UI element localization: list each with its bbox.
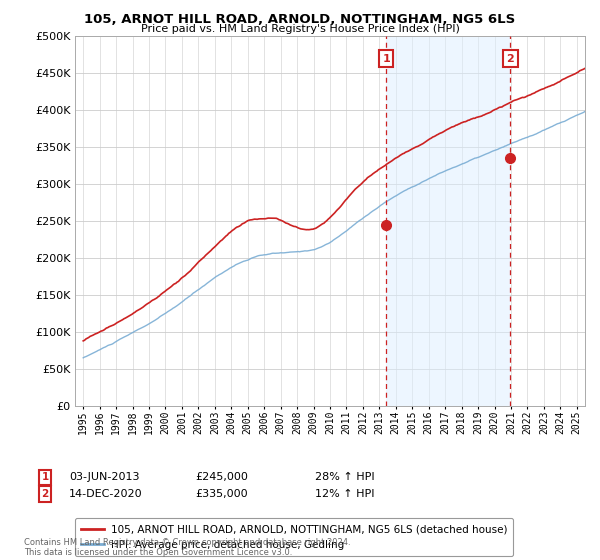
Text: £245,000: £245,000 (195, 472, 248, 482)
Text: 105, ARNOT HILL ROAD, ARNOLD, NOTTINGHAM, NG5 6LS: 105, ARNOT HILL ROAD, ARNOLD, NOTTINGHAM… (85, 13, 515, 26)
Text: Contains HM Land Registry data © Crown copyright and database right 2024.
This d: Contains HM Land Registry data © Crown c… (24, 538, 350, 557)
Text: 1: 1 (382, 54, 390, 64)
Text: 14-DEC-2020: 14-DEC-2020 (69, 489, 143, 499)
Text: Price paid vs. HM Land Registry's House Price Index (HPI): Price paid vs. HM Land Registry's House … (140, 24, 460, 34)
Text: 12% ↑ HPI: 12% ↑ HPI (315, 489, 374, 499)
Legend: 105, ARNOT HILL ROAD, ARNOLD, NOTTINGHAM, NG5 6LS (detached house), HPI: Average: 105, ARNOT HILL ROAD, ARNOLD, NOTTINGHAM… (75, 519, 513, 556)
Text: 1: 1 (41, 472, 49, 482)
Text: 2: 2 (41, 489, 49, 499)
Text: 03-JUN-2013: 03-JUN-2013 (69, 472, 139, 482)
Text: £335,000: £335,000 (195, 489, 248, 499)
Text: 28% ↑ HPI: 28% ↑ HPI (315, 472, 374, 482)
Text: 2: 2 (506, 54, 514, 64)
Bar (386, 36, 511, 406)
